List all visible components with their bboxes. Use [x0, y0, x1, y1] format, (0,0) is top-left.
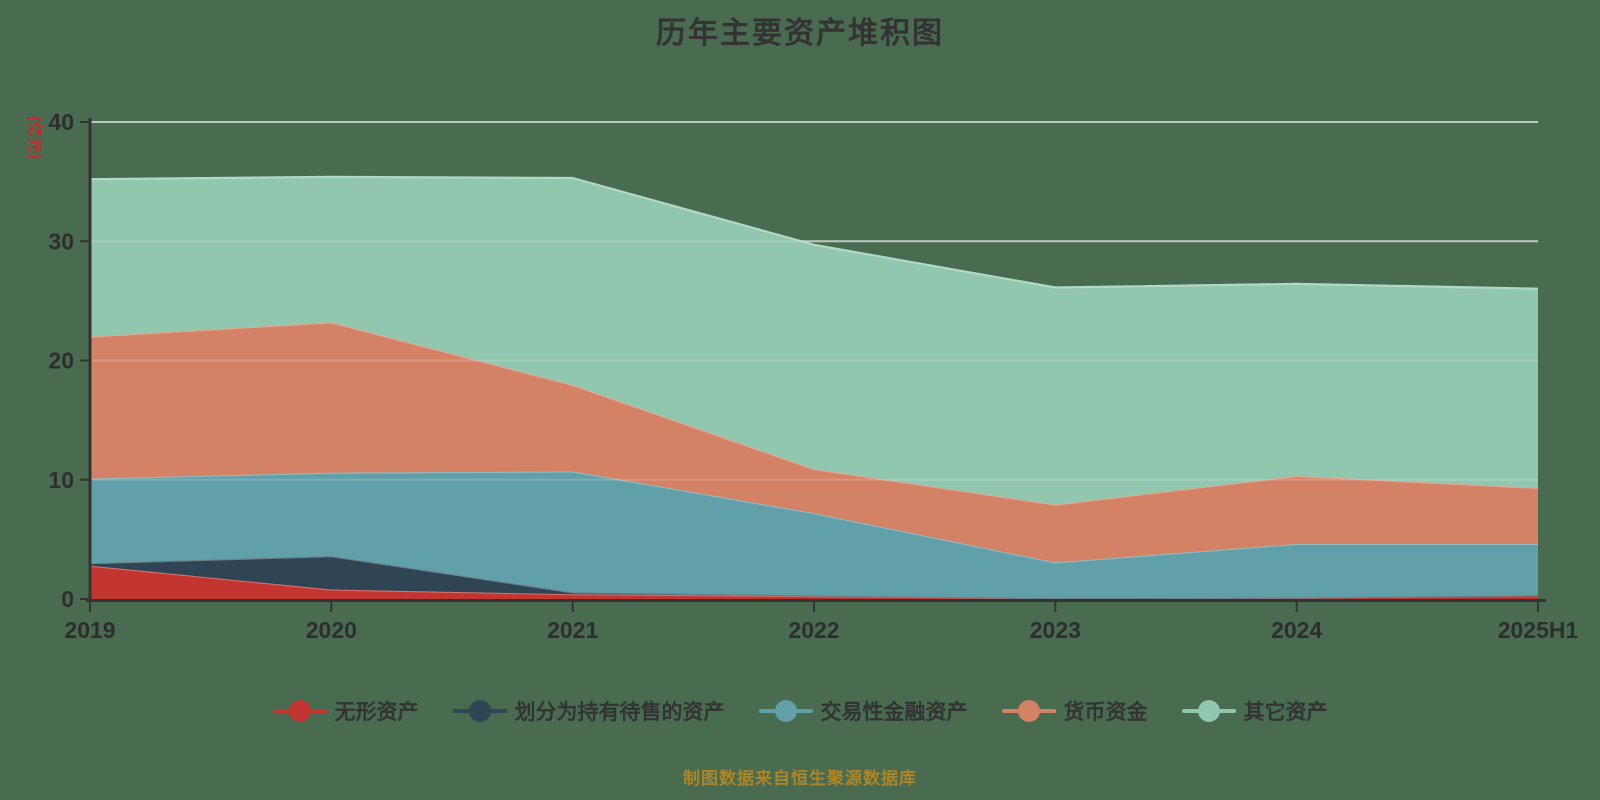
legend-label: 划分为持有待售的资产	[514, 701, 725, 724]
line-circle-marker-icon	[272, 699, 327, 723]
x-axis-label-2019: 2019	[64, 617, 115, 643]
legend-item-trading-financial-assets[interactable]: 交易性金融资产	[758, 696, 968, 726]
series-line-other-assets	[89, 175, 1539, 290]
series-area-assets-held-for-sale	[90, 556, 1538, 599]
legend-item-intangible-assets[interactable]: 无形资产	[272, 696, 419, 726]
line-circle-marker-icon	[1181, 699, 1236, 723]
series-area-other-assets	[90, 176, 1538, 505]
legend-label: 货币资金	[1063, 701, 1148, 724]
plot-area	[89, 175, 1539, 600]
x-axis-label-2024: 2024	[1271, 617, 1322, 643]
legend-item-monetary-funds[interactable]: 货币资金	[1001, 696, 1148, 726]
legend-label: 交易性金融资产	[820, 701, 968, 724]
x-axis-label-2023: 2023	[1030, 617, 1081, 643]
x-axis-label-2025H1: 2025H1	[1498, 617, 1579, 643]
line-circle-marker-icon	[758, 699, 813, 723]
chart-legend: 无形资产 划分为持有待售的资产 交易性金融资产 货币资金 其它资产	[0, 696, 1600, 726]
line-circle-marker-icon	[452, 699, 507, 723]
x-axis-label-2022: 2022	[788, 617, 839, 643]
gridlines-overlay	[90, 121, 1538, 481]
legend-label: 无形资产	[334, 701, 419, 724]
y-axis-label-20: 20	[48, 348, 74, 374]
legend-item-assets-held-for-sale[interactable]: 划分为持有待售的资产	[452, 696, 725, 726]
y-axis-label-40: 40	[48, 109, 74, 135]
data-source-note: 制图数据来自恒生聚源数据库	[683, 769, 917, 788]
chart-title: 历年主要资产堆积图	[656, 17, 944, 50]
legend-item-other-assets[interactable]: 其它资产	[1181, 696, 1328, 726]
x-axis-label-2021: 2021	[547, 617, 598, 643]
series-area-intangible-assets	[90, 565, 1538, 599]
axes: 0 10 20 30 40 2019 2020 2021 2022 2023 2024 2025H1	[48, 109, 1578, 643]
y-axis-label-30: 30	[48, 228, 74, 254]
series-area-trading-financial-assets	[90, 471, 1538, 599]
line-circle-marker-icon	[1001, 699, 1056, 723]
legend-label: 其它资产	[1243, 701, 1328, 724]
x-axis-label-2020: 2020	[306, 617, 357, 643]
series-area-monetary-funds	[90, 322, 1538, 563]
y-axis-label-0: 0	[61, 586, 74, 612]
y-axis-label-10: 10	[48, 467, 74, 493]
